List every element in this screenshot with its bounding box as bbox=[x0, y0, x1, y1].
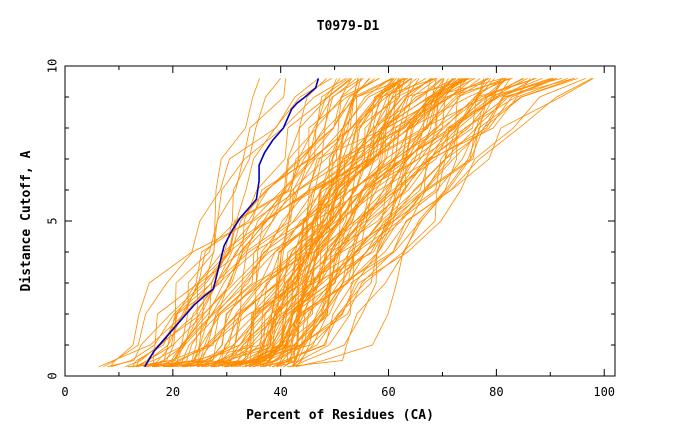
background-series-line bbox=[196, 78, 412, 368]
background-series-line bbox=[207, 78, 537, 367]
background-series-line bbox=[210, 78, 525, 368]
background-series-line bbox=[210, 78, 444, 368]
background-series-line bbox=[124, 78, 510, 368]
background-series-line bbox=[131, 78, 407, 367]
background-series-line bbox=[215, 78, 454, 368]
background-series-line bbox=[165, 78, 438, 368]
background-series-line bbox=[265, 78, 558, 367]
background-series-line bbox=[157, 78, 353, 368]
y-tick-label: 10 bbox=[46, 59, 60, 73]
background-series-line bbox=[151, 78, 489, 368]
background-series-line bbox=[174, 78, 436, 367]
background-series-line bbox=[263, 78, 593, 368]
background-series-line bbox=[289, 78, 468, 368]
y-tick-label: 5 bbox=[46, 217, 60, 224]
x-tick-label: 0 bbox=[61, 385, 68, 399]
background-series-line bbox=[170, 78, 449, 368]
background-series-line bbox=[107, 78, 474, 368]
background-series-line bbox=[221, 78, 412, 367]
background-series-line bbox=[110, 78, 411, 367]
background-series-line bbox=[163, 78, 579, 368]
x-tick-label: 100 bbox=[593, 385, 615, 399]
background-series-line bbox=[250, 78, 427, 367]
background-series-line bbox=[163, 78, 394, 368]
background-series-line bbox=[244, 78, 551, 367]
background-series-line bbox=[132, 78, 332, 368]
y-axis-label: Distance Cutoff, A bbox=[19, 150, 34, 291]
x-tick-label: 40 bbox=[273, 385, 287, 399]
x-axis-label: Percent of Residues (CA) bbox=[246, 408, 434, 423]
background-series-line bbox=[225, 78, 553, 367]
background-series-line bbox=[287, 78, 495, 368]
background-series-line bbox=[132, 78, 475, 368]
background-series-line bbox=[151, 78, 563, 367]
background-series-line bbox=[127, 78, 453, 368]
background-series-group bbox=[98, 78, 594, 368]
x-tick-label: 60 bbox=[381, 385, 395, 399]
background-series-line bbox=[152, 78, 380, 367]
chart-title: T0979-D1 bbox=[317, 19, 380, 34]
x-tick-label: 20 bbox=[166, 385, 180, 399]
background-series-line bbox=[143, 78, 472, 367]
background-series-line bbox=[223, 78, 594, 368]
background-series-line bbox=[227, 78, 394, 368]
background-series-line bbox=[276, 78, 555, 368]
y-tick-label: 0 bbox=[46, 372, 60, 379]
background-series-line bbox=[252, 78, 586, 368]
background-series-line bbox=[156, 78, 347, 368]
axis-ticks: 0 20 40 60 80 100 0 5 10 bbox=[46, 59, 616, 399]
background-series-line bbox=[187, 78, 287, 368]
background-series-line bbox=[180, 78, 455, 367]
background-series-line bbox=[197, 78, 537, 368]
background-series-line bbox=[147, 78, 504, 368]
background-series-line bbox=[269, 78, 459, 367]
background-series-line bbox=[111, 78, 376, 368]
highlighted-series-line bbox=[144, 78, 320, 368]
x-tick-label: 80 bbox=[489, 385, 503, 399]
highlighted-series-group bbox=[144, 78, 320, 368]
background-series-line bbox=[249, 78, 465, 368]
background-series-line bbox=[295, 78, 501, 368]
background-series-line bbox=[182, 78, 392, 368]
background-series-line bbox=[214, 78, 511, 368]
background-series-line bbox=[248, 78, 575, 368]
